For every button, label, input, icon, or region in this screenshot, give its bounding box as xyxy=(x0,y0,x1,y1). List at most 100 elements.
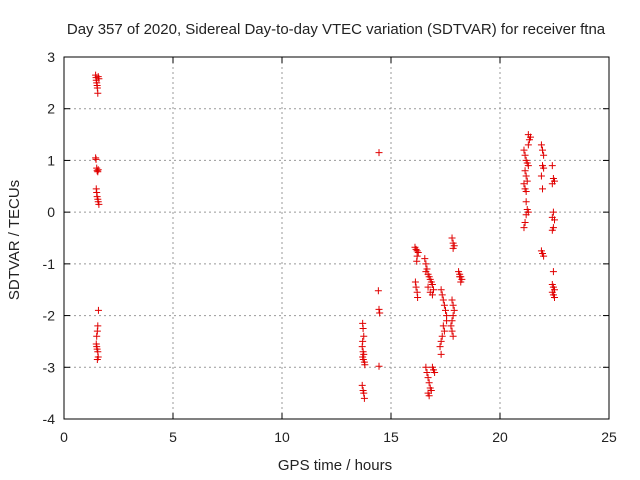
data-point xyxy=(428,281,436,289)
y-tick-label: 0 xyxy=(47,204,55,220)
y-tick-label: -4 xyxy=(43,411,56,427)
data-point xyxy=(424,374,432,382)
data-point xyxy=(95,200,103,208)
data-point xyxy=(442,306,449,314)
y-axis-ticks: -4 -3 -2 -1 0 1 2 3 xyxy=(43,49,609,427)
data-point xyxy=(422,260,430,268)
data-point xyxy=(375,305,383,313)
data-point xyxy=(361,361,369,369)
data-point xyxy=(439,296,447,304)
data-point xyxy=(360,394,368,402)
data-point xyxy=(522,211,530,219)
data-point xyxy=(93,356,101,364)
data-point xyxy=(421,255,429,263)
data-point xyxy=(548,162,556,170)
data-point xyxy=(428,291,436,299)
x-tick-label: 25 xyxy=(601,429,617,445)
data-point xyxy=(375,362,383,370)
data-point xyxy=(374,287,382,295)
data-point xyxy=(539,185,547,193)
data-point xyxy=(422,363,430,371)
data-point xyxy=(447,322,455,330)
data-point xyxy=(424,283,432,291)
data-point xyxy=(448,296,456,304)
data-point xyxy=(93,167,101,175)
data-point xyxy=(94,166,102,174)
data-point xyxy=(411,278,419,286)
data-point xyxy=(551,216,558,224)
data-point xyxy=(449,301,457,309)
x-tick-label: 5 xyxy=(169,429,177,445)
data-point xyxy=(95,75,103,83)
x-tick-label: 0 xyxy=(60,429,68,445)
data-point xyxy=(540,151,548,159)
data-point xyxy=(522,172,530,180)
data-point xyxy=(437,286,445,294)
data-point xyxy=(440,327,448,335)
data-point xyxy=(524,131,532,139)
x-axis-label: GPS time / hours xyxy=(278,457,392,474)
y-tick-label: 1 xyxy=(47,152,55,168)
data-point xyxy=(524,162,532,170)
data-point xyxy=(521,151,529,159)
data-point xyxy=(540,164,548,172)
data-point xyxy=(521,167,529,175)
data-point xyxy=(449,244,457,252)
data-point xyxy=(358,343,366,351)
data-point xyxy=(537,172,545,180)
gridlines xyxy=(64,57,609,419)
data-point xyxy=(376,309,384,317)
data-point xyxy=(437,337,445,345)
y-tick-label: -2 xyxy=(43,308,56,324)
data-point xyxy=(437,350,445,358)
data-point xyxy=(436,343,444,351)
data-point xyxy=(450,306,458,314)
data-point xyxy=(439,322,447,330)
data-point xyxy=(548,180,556,188)
data-point xyxy=(539,146,547,154)
data-point xyxy=(94,89,102,97)
data-point xyxy=(456,273,464,281)
x-tick-label: 20 xyxy=(492,429,508,445)
data-point xyxy=(537,141,545,149)
data-point xyxy=(448,327,456,335)
data-point xyxy=(540,252,548,260)
x-tick-label: 10 xyxy=(274,429,290,445)
data-point xyxy=(449,312,457,320)
data-point xyxy=(423,368,431,376)
data-point xyxy=(448,317,456,325)
plot-frame xyxy=(63,56,610,420)
data-point xyxy=(360,389,368,397)
data-point xyxy=(551,293,558,301)
y-axis-label: SDTVAR / TECUs xyxy=(6,180,23,300)
data-point xyxy=(549,208,557,216)
data-point xyxy=(449,332,457,340)
data-point xyxy=(548,226,556,234)
data-point xyxy=(359,325,367,332)
y-tick-label: 2 xyxy=(47,101,55,117)
x-axis-ticks: 0 5 10 15 20 25 xyxy=(60,57,617,445)
data-point xyxy=(522,187,530,195)
y-tick-label: 3 xyxy=(47,49,55,65)
data-point xyxy=(448,234,456,242)
data-point xyxy=(425,392,433,400)
data-point xyxy=(92,155,100,163)
data-point xyxy=(438,332,446,340)
y-tick-label: -1 xyxy=(43,256,56,272)
data-point xyxy=(94,306,102,314)
data-point xyxy=(413,257,421,265)
data-point xyxy=(440,301,448,309)
data-point xyxy=(549,268,557,276)
data-point xyxy=(375,149,383,157)
data-point xyxy=(522,198,530,206)
data-point xyxy=(412,283,420,291)
data-point xyxy=(358,381,366,389)
data-point xyxy=(431,368,439,376)
data-point xyxy=(521,218,529,226)
chart-title: Day 357 of 2020, Sidereal Day-to-day VTE… xyxy=(67,21,606,38)
data-point xyxy=(520,146,528,154)
data-point xyxy=(457,278,465,286)
data-point xyxy=(414,293,422,301)
